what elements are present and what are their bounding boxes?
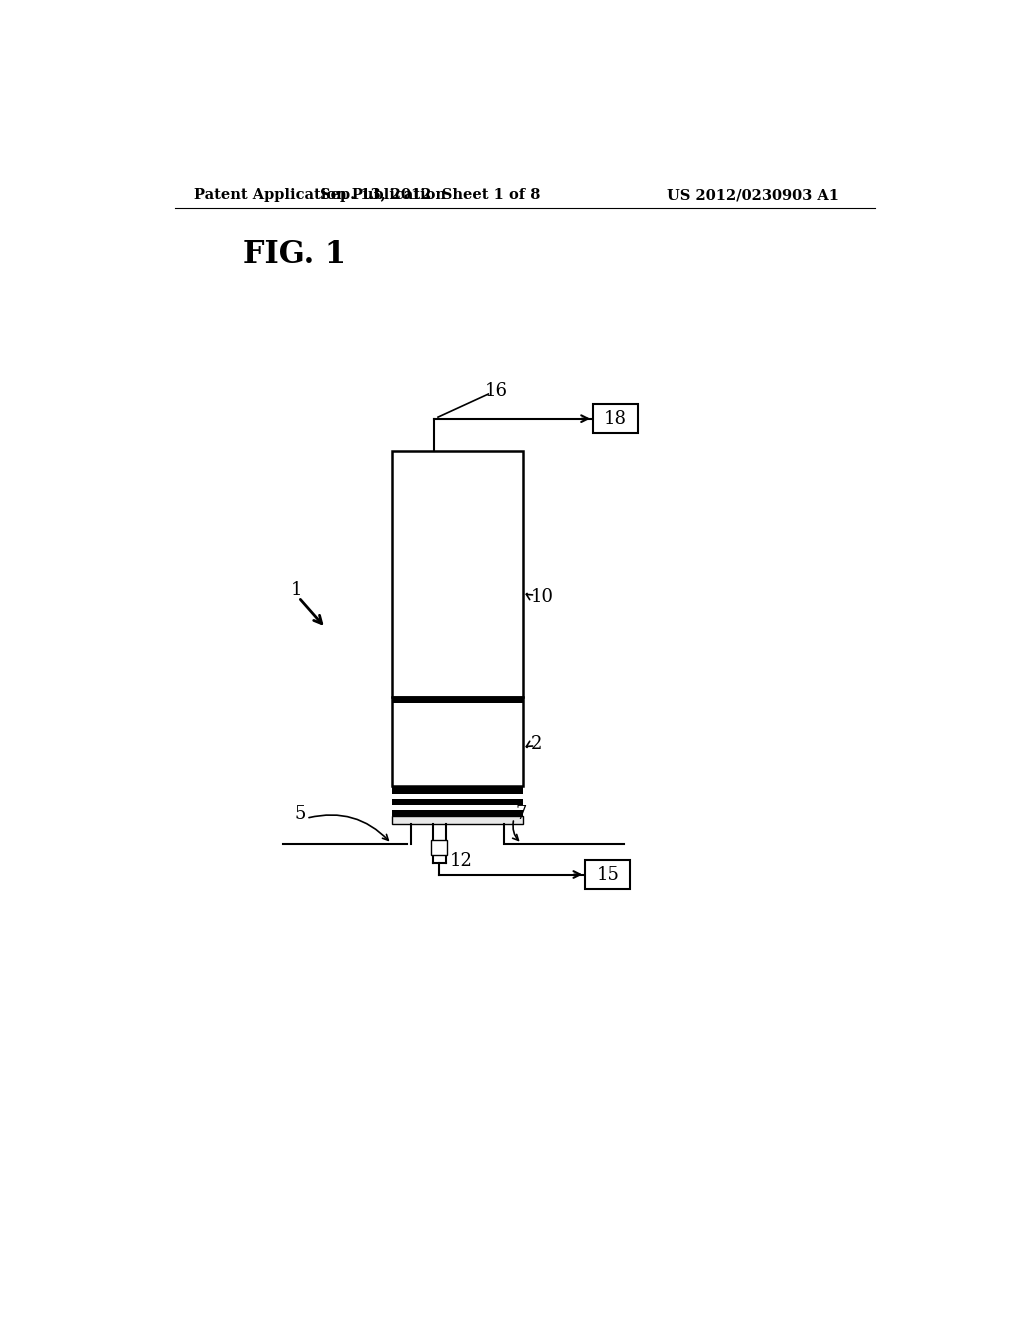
Text: Patent Application Publication: Patent Application Publication: [194, 189, 445, 202]
Bar: [391, 697, 523, 702]
Text: 7: 7: [515, 805, 527, 824]
Text: 16: 16: [484, 381, 508, 400]
Text: 2: 2: [531, 735, 543, 752]
Bar: [391, 697, 523, 785]
Text: 5: 5: [295, 805, 306, 824]
Text: 12: 12: [450, 851, 472, 870]
Text: 1: 1: [291, 581, 302, 598]
Bar: [586, 859, 630, 890]
Text: Sep. 13, 2012  Sheet 1 of 8: Sep. 13, 2012 Sheet 1 of 8: [321, 189, 541, 202]
Bar: [391, 799, 523, 805]
Text: 18: 18: [604, 409, 627, 428]
Bar: [391, 451, 523, 697]
Bar: [391, 810, 523, 816]
Bar: [391, 785, 523, 795]
Bar: [391, 816, 523, 825]
Text: 10: 10: [531, 589, 554, 606]
Text: FIG. 1: FIG. 1: [243, 239, 346, 271]
Text: 15: 15: [596, 866, 620, 883]
Bar: [593, 404, 638, 433]
Bar: [431, 840, 447, 855]
Text: US 2012/0230903 A1: US 2012/0230903 A1: [667, 189, 839, 202]
